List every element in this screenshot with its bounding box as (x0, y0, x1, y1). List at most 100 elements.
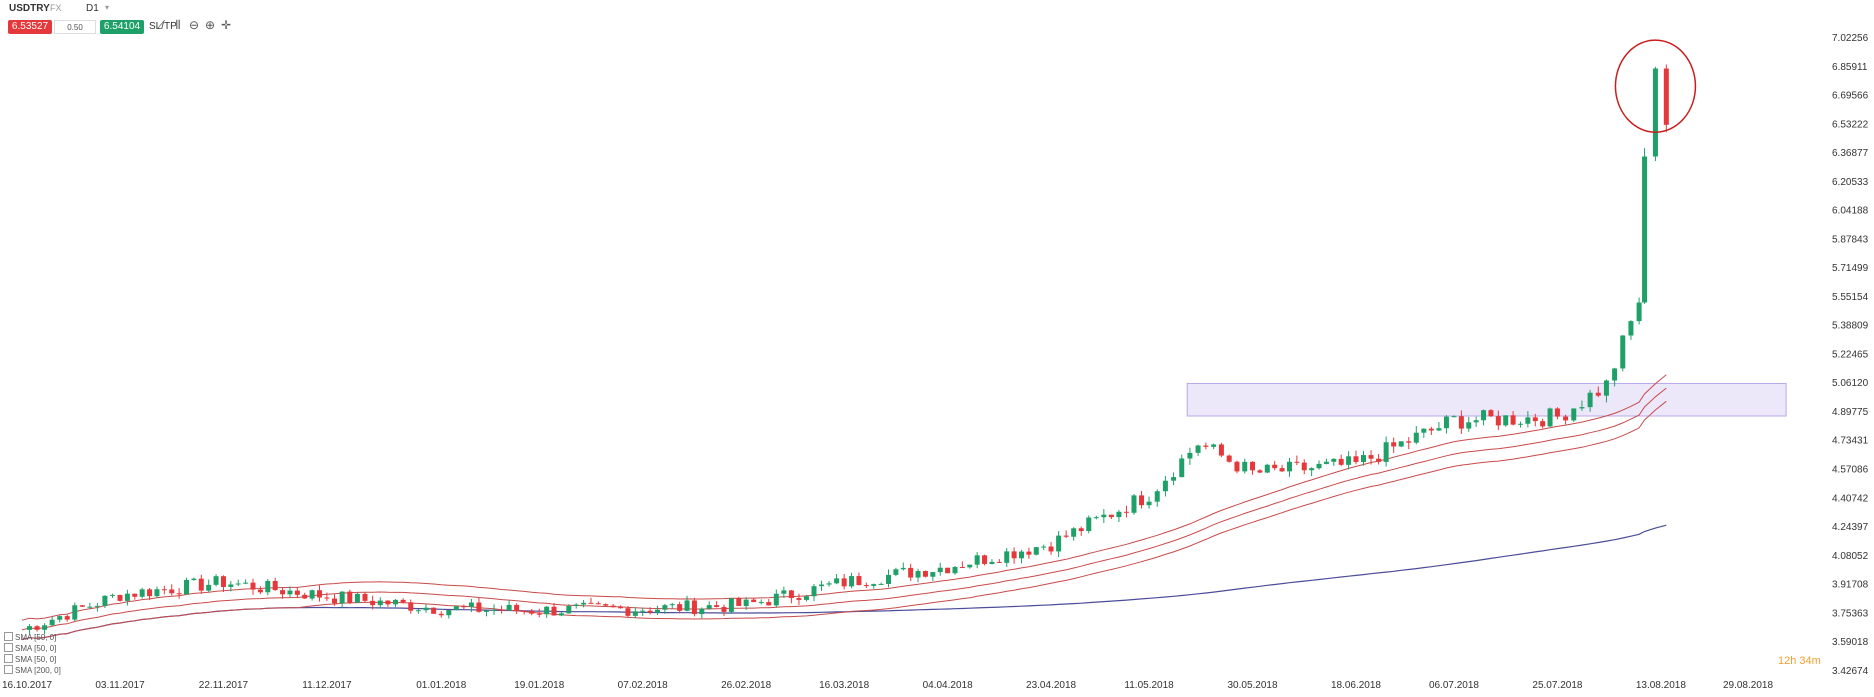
candle-body (294, 590, 300, 595)
candle-body (169, 589, 175, 594)
candle-body (1123, 511, 1129, 513)
candle-body (677, 604, 683, 611)
candle-body (544, 606, 550, 615)
indicator-settings-icon[interactable] (4, 632, 13, 641)
candle-body (610, 605, 616, 608)
indicator-legend-item[interactable]: SMA [200, 0] (4, 665, 61, 676)
highlight-circle[interactable] (1614, 39, 1697, 133)
y-tick-label: 3.59018 (1832, 637, 1869, 648)
candle-body (1579, 407, 1585, 409)
candle-body (1338, 458, 1344, 465)
sma-50-line[interactable] (21, 387, 1667, 631)
candle-body (1398, 441, 1404, 447)
candle-body (1652, 68, 1658, 157)
symbol-type-label: FX (50, 3, 62, 13)
candle-body (94, 605, 100, 607)
candle-body (1250, 461, 1256, 471)
x-tick-label: 29.08.2018 (1723, 680, 1773, 691)
candle-body (1203, 445, 1209, 447)
candle-body (974, 555, 980, 565)
candle-body (27, 626, 33, 630)
y-tick-label: 7.02256 (1832, 33, 1869, 44)
timeframe-select[interactable]: D1 (86, 3, 99, 14)
sltp-button[interactable]: SL/TP (149, 21, 177, 32)
candle-body (1331, 458, 1337, 462)
candle-body (886, 574, 892, 584)
x-tick-label: 11.05.2018 (1124, 680, 1174, 691)
sma-50-line[interactable] (21, 374, 1667, 621)
candle-body (1587, 392, 1593, 408)
resistance-zone[interactable] (1186, 382, 1787, 417)
candle-body (408, 602, 414, 611)
candle-body (588, 602, 594, 604)
candle-body (42, 625, 48, 630)
candle-body (1041, 546, 1047, 548)
candle-body (468, 602, 474, 607)
candle-body (1108, 514, 1114, 518)
candle-body (1294, 461, 1300, 463)
candle-body (841, 578, 847, 587)
candle-body (1495, 416, 1501, 426)
candle-body (250, 582, 256, 590)
chevron-down-icon[interactable]: ▾ (105, 3, 110, 12)
candle-body (79, 605, 85, 607)
candle-body (1101, 514, 1107, 518)
candle-body (64, 616, 70, 620)
x-tick-label: 01.01.2018 (416, 680, 466, 691)
candle-body (1383, 442, 1389, 462)
sell-button[interactable]: 6.53527 (8, 20, 52, 34)
indicator-settings-icon[interactable] (4, 665, 13, 674)
x-tick-label: 03.11.2017 (95, 680, 145, 691)
candle-body (1226, 455, 1232, 462)
candle-body (220, 576, 226, 587)
candle-body (536, 613, 542, 615)
indicator-legend-item[interactable]: SMA [50, 0] (4, 632, 56, 643)
candle-body (558, 613, 564, 616)
candle-body (102, 595, 108, 606)
candle-body (521, 610, 527, 612)
axes: 7.02256 6.85911 6.69566 6.53222 6.36877 6.205… (2, 33, 1869, 691)
candle-body (1466, 422, 1472, 429)
candle-body (662, 605, 668, 610)
indicator-settings-icon[interactable] (4, 643, 13, 652)
sma-50-line[interactable] (21, 400, 1667, 640)
candle-body (952, 567, 958, 574)
volume-input[interactable]: 0.50 (54, 20, 96, 34)
candle-body (1078, 528, 1084, 532)
line-chart-icon[interactable]: ⟋ (156, 18, 166, 32)
y-tick-label: 4.89775 (1832, 407, 1869, 418)
indicator-settings-icon[interactable] (4, 654, 13, 663)
candle-body (1146, 501, 1152, 506)
candles-icon[interactable]: ⫴ (175, 18, 181, 32)
candle-body (377, 600, 383, 606)
candle-body (1179, 458, 1185, 478)
candle-body (766, 602, 772, 606)
indicator-legend-item[interactable]: SMA [50, 0] (4, 654, 56, 665)
candle-body (1086, 517, 1092, 532)
candle-body (483, 610, 489, 612)
candle-body (235, 583, 241, 585)
buy-button[interactable]: 6.54104 (100, 20, 144, 34)
y-tick-label: 5.87843 (1832, 234, 1869, 245)
candle-body (191, 578, 197, 581)
candle-body (1019, 551, 1025, 559)
zoom-in-icon[interactable]: ⊕ (204, 18, 216, 32)
candle-body (1279, 468, 1285, 472)
candle-body (811, 586, 817, 597)
candle-body (834, 578, 840, 584)
candle-body (109, 594, 115, 596)
symbol-label[interactable]: USDTRY (9, 3, 50, 14)
candle-body (1451, 416, 1457, 418)
candle-body (1242, 461, 1248, 472)
indicator-legend-item[interactable]: SMA [50, 0] (4, 643, 56, 654)
candle-body (856, 576, 862, 586)
candle-body (1309, 468, 1315, 471)
candle-body (915, 571, 921, 578)
zoom-out-icon[interactable]: ⊖ (188, 18, 200, 32)
y-tick-label: 5.38809 (1832, 321, 1869, 332)
crosshair-icon[interactable]: ✛ (220, 18, 232, 32)
candle-body (1139, 495, 1145, 506)
candle-body (566, 605, 572, 614)
candle-body (1195, 445, 1201, 453)
